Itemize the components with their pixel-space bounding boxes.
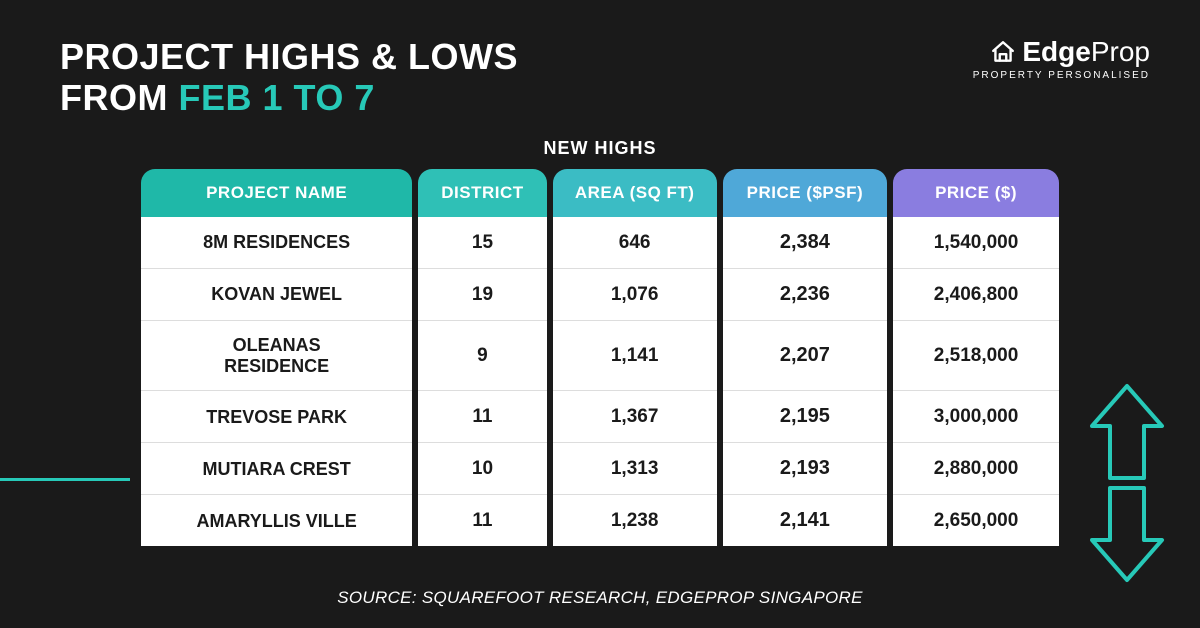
table-caption: NEW HIGHS	[135, 138, 1065, 159]
table-cell: 10	[418, 443, 546, 495]
table-row: TREVOSE PARK111,3672,1953,000,000	[141, 391, 1059, 443]
table-cell: 2,193	[723, 443, 887, 495]
table-row: KOVAN JEWEL191,0762,2362,406,800	[141, 269, 1059, 321]
column-header: AREA (SQ FT)	[553, 169, 717, 217]
table-cell: 2,207	[723, 321, 887, 391]
column-header: PRICE ($)	[893, 169, 1059, 217]
table-cell: 2,406,800	[893, 269, 1059, 321]
table-cell: 2,384	[723, 217, 887, 269]
table-cell: 1,141	[553, 321, 717, 391]
table-cell: KOVAN JEWEL	[141, 269, 412, 321]
highs-table-container: NEW HIGHS PROJECT NAMEDISTRICTAREA (SQ F…	[135, 138, 1065, 546]
brand-logo: EdgeProp PROPERTY PERSONALISED	[973, 36, 1150, 81]
table-cell: 2,195	[723, 391, 887, 443]
table-cell: 9	[418, 321, 546, 391]
title-line-2: FROM FEB 1 TO 7	[60, 77, 518, 118]
table-cell: 8M RESIDENCES	[141, 217, 412, 269]
logo-tagline: PROPERTY PERSONALISED	[973, 70, 1150, 81]
accent-line	[0, 478, 130, 481]
table-cell: 11	[418, 495, 546, 546]
source-attribution: SOURCE: SQUAREFOOT RESEARCH, EDGEPROP SI…	[0, 588, 1200, 608]
column-header: PRICE ($PSF)	[723, 169, 887, 217]
table-cell: 2,518,000	[893, 321, 1059, 391]
table-row: 8M RESIDENCES156462,3841,540,000	[141, 217, 1059, 269]
table-cell: 1,076	[553, 269, 717, 321]
logo-wordmark: EdgeProp	[973, 36, 1150, 68]
page-title: PROJECT HIGHS & LOWS FROM FEB 1 TO 7	[60, 36, 518, 119]
table-row: AMARYLLIS VILLE111,2382,1412,650,000	[141, 495, 1059, 546]
table-cell: 2,236	[723, 269, 887, 321]
table-cell: 19	[418, 269, 546, 321]
table-cell: 3,000,000	[893, 391, 1059, 443]
table-cell: 2,880,000	[893, 443, 1059, 495]
column-header: DISTRICT	[418, 169, 546, 217]
table-cell: 1,367	[553, 391, 717, 443]
table-cell: 1,313	[553, 443, 717, 495]
table-cell: 2,141	[723, 495, 887, 546]
table-cell: 2,650,000	[893, 495, 1059, 546]
highs-table: PROJECT NAMEDISTRICTAREA (SQ FT)PRICE ($…	[135, 169, 1065, 546]
table-cell: 11	[418, 391, 546, 443]
table-header-row: PROJECT NAMEDISTRICTAREA (SQ FT)PRICE ($…	[141, 169, 1059, 217]
column-header: PROJECT NAME	[141, 169, 412, 217]
table-cell: 1,238	[553, 495, 717, 546]
table-row: MUTIARA CREST101,3132,1932,880,000	[141, 443, 1059, 495]
table-cell: 1,540,000	[893, 217, 1059, 269]
title-line-1: PROJECT HIGHS & LOWS	[60, 36, 518, 77]
table-cell: 646	[553, 217, 717, 269]
table-cell: TREVOSE PARK	[141, 391, 412, 443]
table-cell: OLEANASRESIDENCE	[141, 321, 412, 391]
up-down-arrows-icon	[1072, 378, 1182, 588]
table-row: OLEANASRESIDENCE91,1412,2072,518,000	[141, 321, 1059, 391]
house-icon	[990, 39, 1016, 65]
table-cell: AMARYLLIS VILLE	[141, 495, 412, 546]
table-cell: MUTIARA CREST	[141, 443, 412, 495]
table-cell: 15	[418, 217, 546, 269]
title-date-range: FEB 1 TO 7	[178, 77, 374, 118]
